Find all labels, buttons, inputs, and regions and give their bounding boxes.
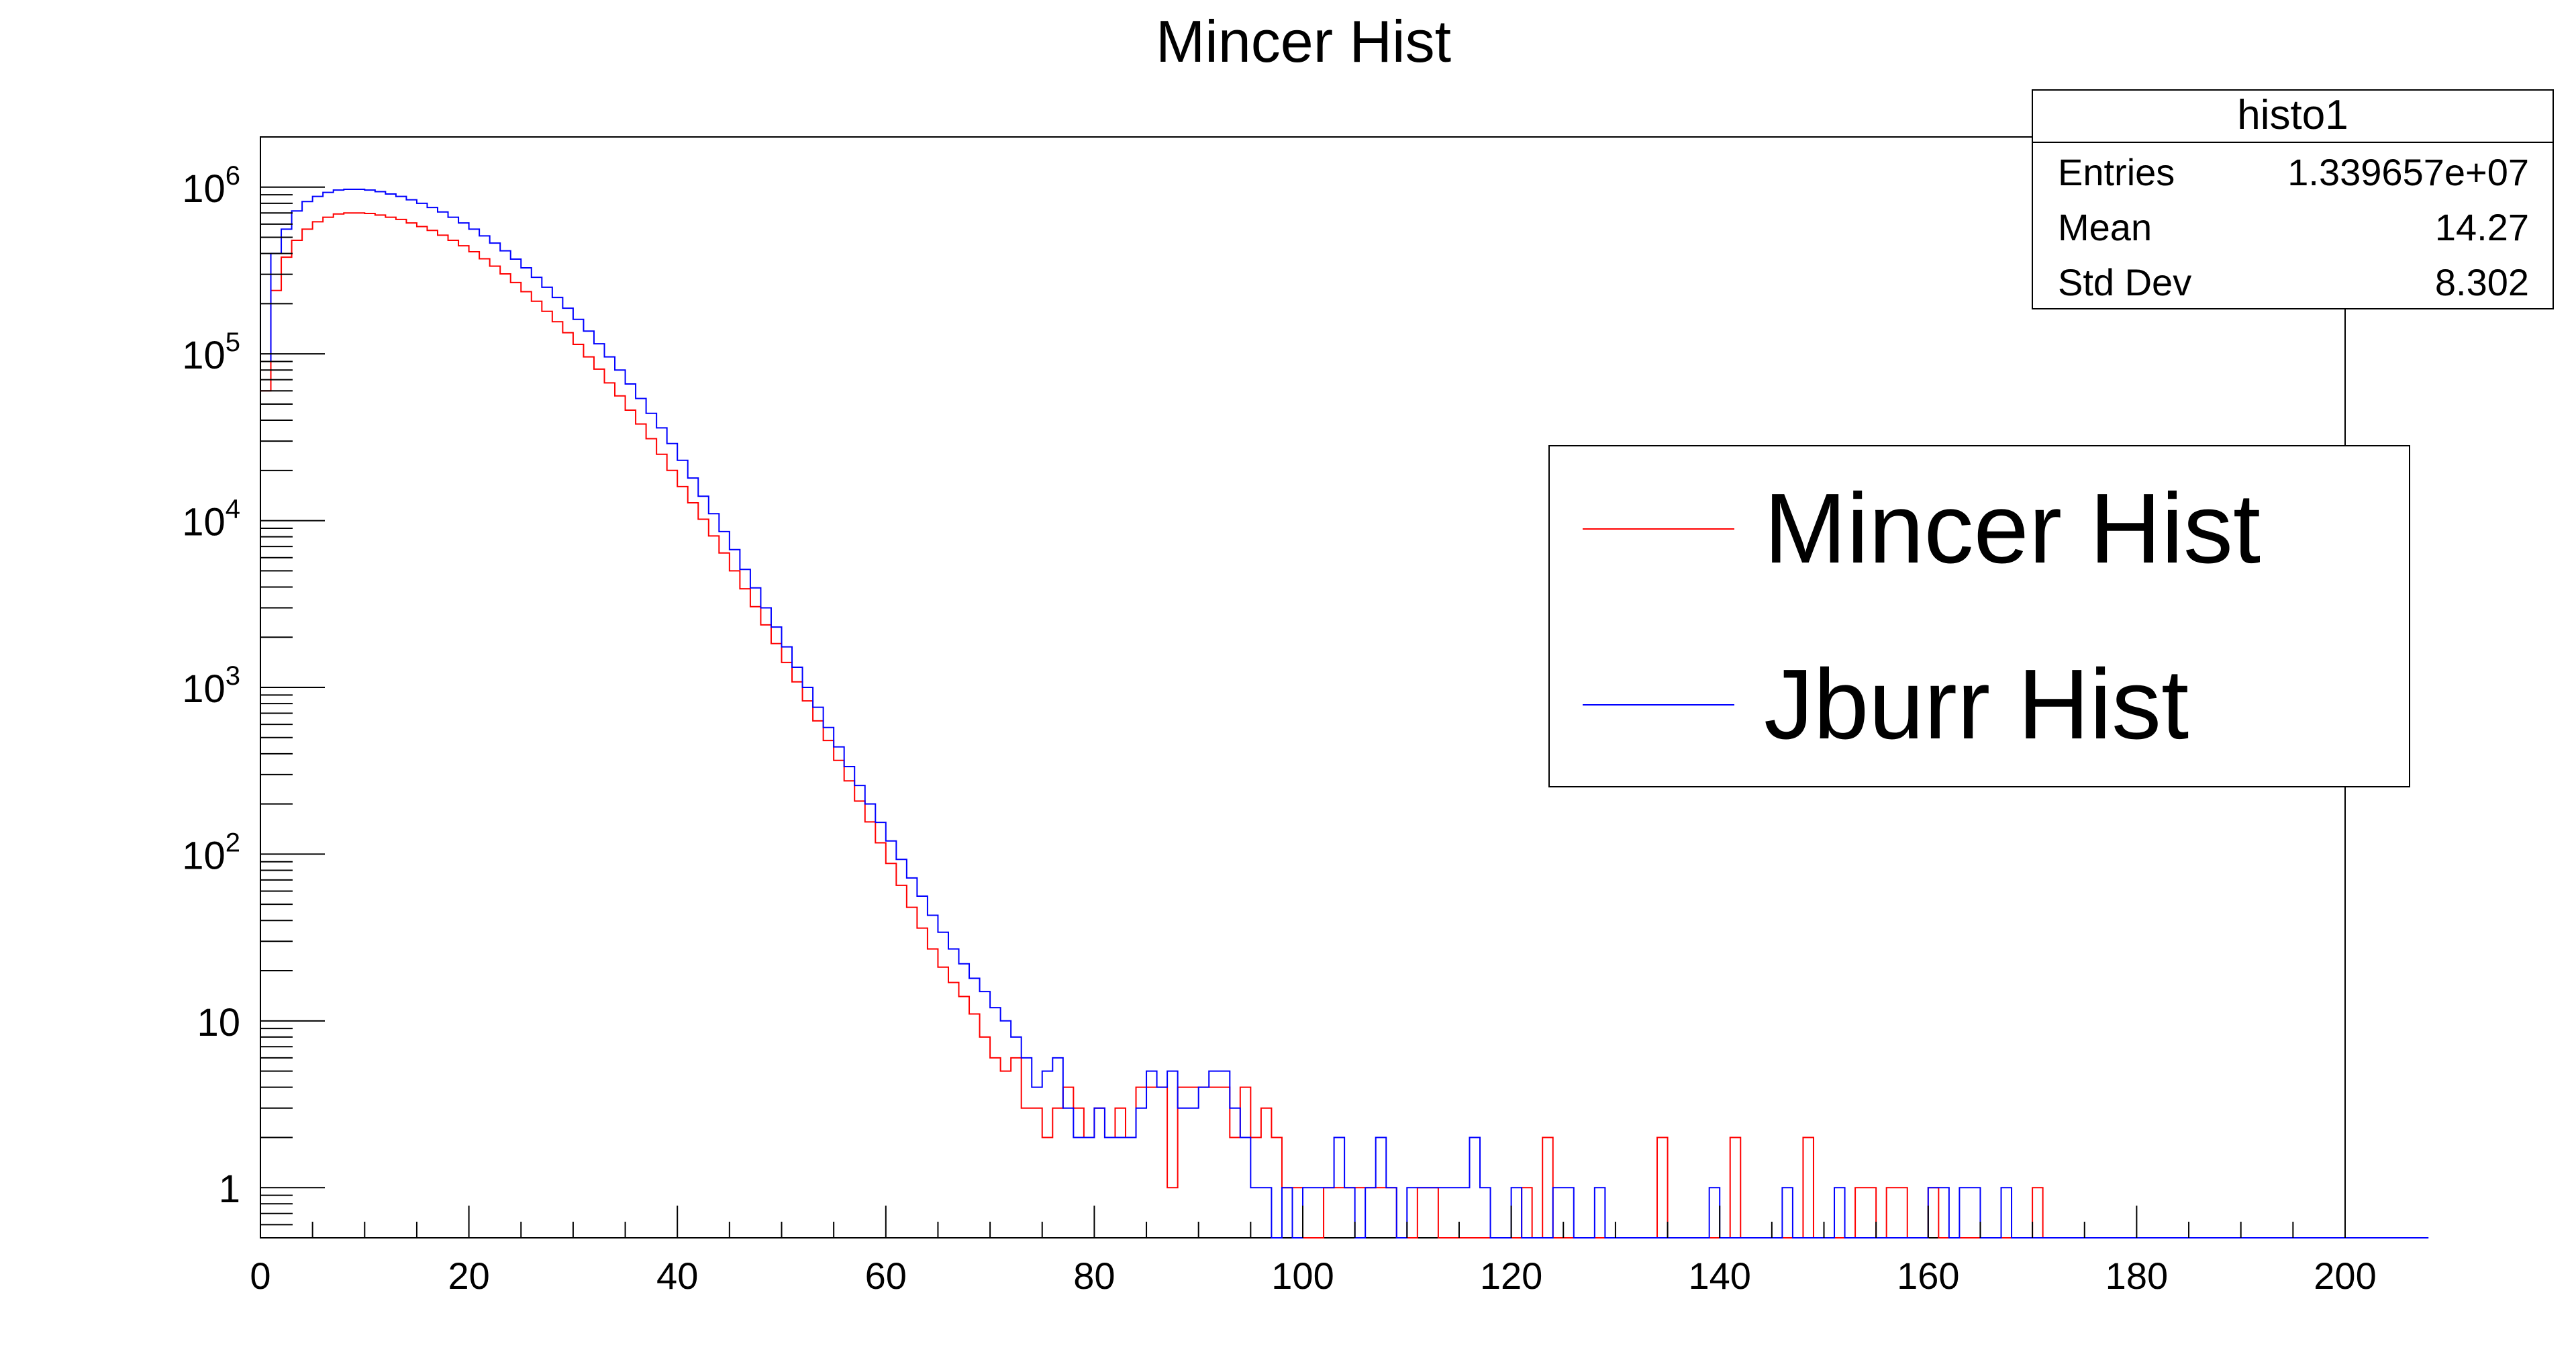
x-tick-label: 40 [656, 1255, 698, 1297]
y-tick-label: 1 [219, 1167, 240, 1211]
x-tick-label: 0 [250, 1255, 270, 1297]
x-tick-label: 60 [865, 1255, 907, 1297]
x-tick-label: 160 [1897, 1255, 1959, 1297]
stats-stddev-value: 8.302 [2435, 261, 2529, 303]
chart-title: Mincer Hist [1156, 8, 1451, 75]
stats-entries-label: Entries [2058, 151, 2175, 193]
series-layer [260, 189, 2429, 1238]
stats-box-title: histo1 [2237, 92, 2348, 138]
y-tick-label: 106 [182, 161, 240, 211]
legend-frame [1548, 445, 2410, 787]
legend-label-mincer: Mincer Hist [1764, 473, 2261, 584]
x-tick-label: 20 [448, 1255, 489, 1297]
x-tick-label: 120 [1480, 1255, 1542, 1297]
x-tick-label: 180 [2106, 1255, 2168, 1297]
stats-mean-label: Mean [2058, 206, 2152, 248]
x-axis: 0 20 40 60 80 100 120 140 160 180 200 [250, 1206, 2377, 1297]
x-tick-label: 100 [1271, 1255, 1334, 1297]
y-axis: 1 10 102 103 104 105 106 [182, 136, 325, 1238]
legend: Mincer Hist Jburr Hist [1548, 445, 2410, 787]
legend-label-jburr: Jburr Hist [1764, 649, 2189, 760]
stats-stddev-label: Std Dev [2058, 261, 2191, 303]
series-jburr-hist-line [260, 189, 2429, 1238]
stats-mean-value: 14.27 [2435, 206, 2529, 248]
y-tick-label: 104 [182, 495, 240, 544]
x-tick-label: 80 [1073, 1255, 1115, 1297]
stats-box-frame [2032, 89, 2554, 309]
stats-box: histo1 Entries 1.339657e+07 Mean 14.27 S… [2032, 89, 2554, 309]
stats-entries-value: 1.339657e+07 [2287, 151, 2529, 193]
y-tick-label: 10 [197, 1001, 240, 1045]
y-tick-label: 103 [182, 661, 240, 711]
x-tick-label: 140 [1688, 1255, 1750, 1297]
x-tick-label: 200 [2314, 1255, 2376, 1297]
y-tick-label: 105 [182, 328, 240, 377]
y-tick-label: 102 [182, 828, 240, 877]
